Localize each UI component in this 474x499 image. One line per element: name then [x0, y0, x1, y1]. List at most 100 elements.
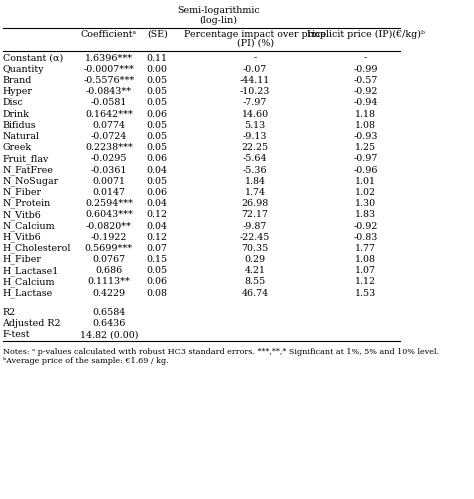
Text: 26.98: 26.98 [241, 199, 269, 208]
Text: 70.35: 70.35 [241, 244, 269, 253]
Text: 72.17: 72.17 [242, 210, 269, 219]
Text: 1.84: 1.84 [245, 177, 265, 186]
Text: -: - [254, 53, 257, 62]
Text: -9.87: -9.87 [243, 222, 267, 231]
Text: N_Fiber: N_Fiber [2, 188, 42, 197]
Text: -0.93: -0.93 [353, 132, 378, 141]
Text: 1.07: 1.07 [355, 266, 376, 275]
Text: -0.0295: -0.0295 [91, 154, 127, 163]
Text: 1.77: 1.77 [355, 244, 376, 253]
Text: 0.11: 0.11 [147, 53, 168, 62]
Text: -9.13: -9.13 [243, 132, 267, 141]
Text: -0.94: -0.94 [354, 98, 378, 107]
Text: 1.30: 1.30 [355, 199, 376, 208]
Text: Percentage impact over price: Percentage impact over price [184, 30, 326, 39]
Text: 0.0774: 0.0774 [92, 121, 125, 130]
Text: -7.97: -7.97 [243, 98, 267, 107]
Text: Notes: ᵃ p-values calculated with robust HC3 standard errors. ***,**,* Significa: Notes: ᵃ p-values calculated with robust… [2, 348, 438, 356]
Text: 22.25: 22.25 [242, 143, 269, 152]
Text: -0.57: -0.57 [354, 76, 378, 85]
Text: 14.60: 14.60 [242, 109, 269, 118]
Text: 0.2594***: 0.2594*** [85, 199, 133, 208]
Text: 1.6396***: 1.6396*** [85, 53, 133, 62]
Text: 5.13: 5.13 [245, 121, 266, 130]
Text: 0.1642***: 0.1642*** [85, 109, 133, 118]
Text: 0.04: 0.04 [147, 222, 168, 231]
Text: (log-lin): (log-lin) [200, 16, 237, 25]
Text: 0.12: 0.12 [147, 210, 168, 219]
Text: 0.04: 0.04 [147, 199, 168, 208]
Text: 0.15: 0.15 [147, 255, 168, 264]
Text: 0.06: 0.06 [147, 109, 168, 118]
Text: N_Protein: N_Protein [2, 199, 51, 209]
Text: 0.06: 0.06 [147, 188, 168, 197]
Text: 0.05: 0.05 [147, 266, 168, 275]
Text: 0.0767: 0.0767 [92, 255, 126, 264]
Text: H_Cholesterol: H_Cholesterol [2, 244, 71, 253]
Text: (SE): (SE) [147, 30, 168, 39]
Text: Greek: Greek [2, 143, 32, 152]
Text: 1.53: 1.53 [355, 289, 376, 298]
Text: -22.45: -22.45 [240, 233, 270, 242]
Text: Quantity: Quantity [2, 65, 44, 74]
Text: N_Vitb6: N_Vitb6 [2, 210, 41, 220]
Text: 4.21: 4.21 [245, 266, 265, 275]
Text: Fruit_flav: Fruit_flav [2, 154, 49, 164]
Text: -10.23: -10.23 [240, 87, 270, 96]
Text: H_Lactase1: H_Lactase1 [2, 266, 59, 275]
Text: -0.0820**: -0.0820** [86, 222, 132, 231]
Text: F-test: F-test [2, 330, 30, 339]
Text: 0.1113**: 0.1113** [87, 277, 130, 286]
Text: 0.00: 0.00 [147, 65, 168, 74]
Text: 8.55: 8.55 [245, 277, 266, 286]
Text: Brand: Brand [2, 76, 32, 85]
Text: N_NoSugar: N_NoSugar [2, 176, 59, 186]
Text: -0.07: -0.07 [243, 65, 267, 74]
Text: -0.0724: -0.0724 [91, 132, 127, 141]
Text: Implicit price (IP)(€/kg)ᵇ: Implicit price (IP)(€/kg)ᵇ [307, 30, 425, 39]
Text: H_Vitb6: H_Vitb6 [2, 233, 41, 242]
Text: 1.25: 1.25 [355, 143, 376, 152]
Text: 0.686: 0.686 [95, 266, 122, 275]
Text: -: - [364, 53, 367, 62]
Text: -0.97: -0.97 [354, 154, 378, 163]
Text: 0.6436: 0.6436 [92, 319, 126, 328]
Text: H_Lactase: H_Lactase [2, 288, 53, 298]
Text: -0.83: -0.83 [354, 233, 378, 242]
Text: Drink: Drink [2, 109, 29, 118]
Text: 0.2238***: 0.2238*** [85, 143, 133, 152]
Text: -0.1922: -0.1922 [91, 233, 127, 242]
Text: 1.83: 1.83 [355, 210, 376, 219]
Text: Bifidus: Bifidus [2, 121, 36, 130]
Text: ᵇAverage price of the sample: €1.69 / kg.: ᵇAverage price of the sample: €1.69 / kg… [2, 357, 168, 365]
Text: 1.02: 1.02 [355, 188, 376, 197]
Text: 0.0071: 0.0071 [92, 177, 125, 186]
Text: -0.0843**: -0.0843** [86, 87, 132, 96]
Text: -5.64: -5.64 [243, 154, 267, 163]
Text: -0.92: -0.92 [354, 222, 378, 231]
Text: Hyper: Hyper [2, 87, 32, 96]
Text: Disc: Disc [2, 98, 23, 107]
Text: H_Calcium: H_Calcium [2, 277, 55, 287]
Text: 1.08: 1.08 [355, 121, 376, 130]
Text: R2: R2 [2, 308, 16, 317]
Text: 0.06: 0.06 [147, 277, 168, 286]
Text: 0.6043***: 0.6043*** [85, 210, 133, 219]
Text: 1.01: 1.01 [355, 177, 376, 186]
Text: 0.29: 0.29 [245, 255, 265, 264]
Text: N_Calcium: N_Calcium [2, 221, 55, 231]
Text: 0.07: 0.07 [147, 244, 168, 253]
Text: -0.99: -0.99 [353, 65, 378, 74]
Text: Constant (α): Constant (α) [2, 53, 63, 62]
Text: 1.18: 1.18 [355, 109, 376, 118]
Text: 1.74: 1.74 [245, 188, 265, 197]
Text: 0.05: 0.05 [147, 98, 168, 107]
Text: Coefficientᵃ: Coefficientᵃ [81, 30, 137, 39]
Text: 0.05: 0.05 [147, 87, 168, 96]
Text: 0.06: 0.06 [147, 154, 168, 163]
Text: 1.08: 1.08 [355, 255, 376, 264]
Text: Adjusted R2: Adjusted R2 [2, 319, 61, 328]
Text: N_FatFree: N_FatFree [2, 165, 54, 175]
Text: 0.0147: 0.0147 [92, 188, 125, 197]
Text: 0.6584: 0.6584 [92, 308, 126, 317]
